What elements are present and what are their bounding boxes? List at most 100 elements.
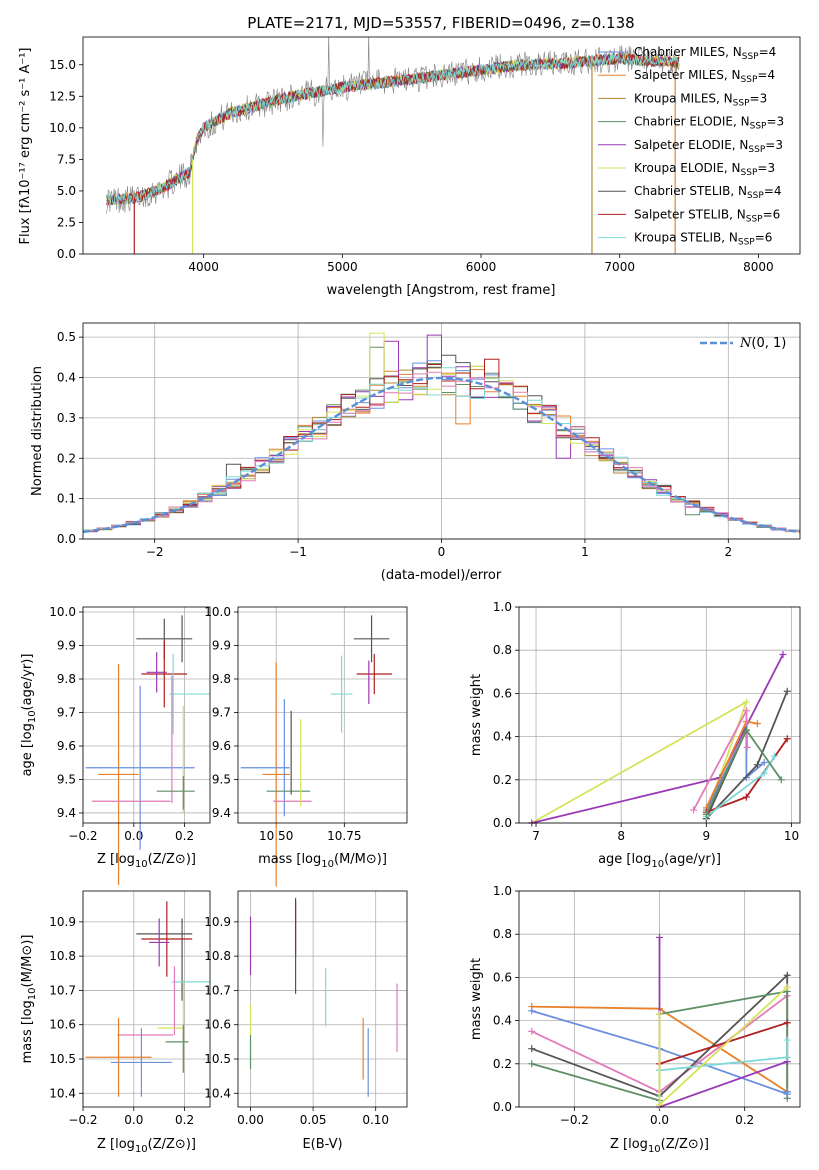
- x-axis-label-tail: (Z/Z⊙)]: [661, 1137, 709, 1152]
- errorbar-point: [146, 652, 167, 693]
- y-tick-label: 9.4: [212, 806, 231, 820]
- y-tick-label: 9.8: [57, 672, 76, 686]
- y-axis-label: mass weight: [469, 674, 484, 756]
- y-tick-label: 0.2: [493, 1057, 512, 1071]
- x-tick-label: −0.2: [68, 1113, 97, 1127]
- x-tick-label: 4000: [188, 260, 219, 274]
- mass_vs_Z-ticks: −0.2 0.0 0.2 10.4 10.5 10.6 10.7 10.8 10.9: [49, 915, 194, 1127]
- legend-label: Chabrier MILES, NSSP=4: [634, 45, 776, 62]
- y-tick-label: 0.2: [493, 773, 512, 787]
- weight-marker: [779, 651, 787, 659]
- errorbar-point: [353, 615, 390, 663]
- y-tick-label: 0.0: [57, 532, 76, 546]
- y-tick-label: 0.1: [57, 492, 76, 506]
- weight-marker: [783, 983, 791, 991]
- weight-marker: [742, 707, 750, 715]
- y-axis-label-sub: 10: [27, 987, 38, 1000]
- errorbar-point: [141, 640, 188, 708]
- legend-label-tail: =6: [755, 231, 773, 245]
- y-axis-label-tail: (age/yr)]: [20, 654, 35, 711]
- weight-marker: [783, 971, 791, 979]
- mass_vs_Z-points: [85, 901, 210, 1097]
- legend-label-main: Kroupa MILES, N: [634, 91, 733, 105]
- legend-label: Kroupa MILES, NSSP=3: [634, 91, 767, 108]
- y-tick-label: 10.7: [49, 983, 76, 997]
- y-tick-label: 0.6: [493, 970, 512, 984]
- x-tick-label: −2: [146, 545, 164, 559]
- x-axis-label-tail: (M/M⊙)]: [334, 852, 387, 867]
- legend-label-sub: SSP: [741, 75, 758, 85]
- legend-label-main: N: [739, 336, 752, 351]
- y-axis-label-main: mass [log: [20, 1000, 35, 1063]
- legend-label: Kroupa STELIB, NSSP=6: [634, 231, 772, 248]
- x-tick-label: 10.75: [327, 829, 361, 843]
- y-tick-label: 9.8: [212, 672, 231, 686]
- mass_vs_Z-panel: −0.2 0.0 0.2 10.4 10.5 10.6 10.7 10.8 10.9 Z [log…: [20, 890, 211, 1155]
- y-tick-label: 10.8: [204, 949, 231, 963]
- x-axis-label: E(B-V): [302, 1137, 342, 1152]
- legend-label-main: Chabrier ELODIE, N: [634, 115, 750, 129]
- mass_vs_Z-grid: [82, 891, 210, 1107]
- y-axis-label: age [log10(age/yr)]: [20, 654, 38, 777]
- x-tick-label: 9: [703, 829, 711, 843]
- y-tick-label: 10.5: [204, 1052, 231, 1066]
- spectrum-line-kroupa-stelib: [106, 53, 680, 206]
- x-tick-label: 0: [438, 545, 446, 559]
- weight-marker: [783, 735, 791, 743]
- x-axis-label: wavelength [Angstrom, rest frame]: [327, 283, 556, 298]
- x-tick-label: 8: [617, 829, 625, 843]
- weight_vs_age-grid: [519, 606, 800, 824]
- x-axis-label-main: mass [log: [258, 852, 321, 867]
- x-axis-label: Z [log10(Z/Z⊙)]: [610, 1137, 709, 1155]
- x-axis-label: Z [log10(Z/Z⊙)]: [97, 1137, 196, 1155]
- legend-label-tail: =3: [766, 115, 784, 129]
- x-axis-label: (data-model)/error: [381, 568, 502, 583]
- legend-label-sub: SSP: [747, 191, 764, 201]
- x-tick-label: 0.00: [237, 1113, 264, 1127]
- weight-line: [705, 729, 765, 811]
- x-tick-label: 0.05: [300, 1113, 327, 1127]
- weight-marker: [742, 698, 750, 706]
- x-axis-label-main: Z [log: [97, 852, 135, 867]
- histograms: [83, 332, 800, 534]
- y-tick-label: 10.0: [49, 121, 76, 135]
- y-tick-label: 9.9: [212, 639, 231, 653]
- y-tick-label: 10.7: [204, 983, 231, 997]
- y-tick-label: 5.0: [57, 184, 76, 198]
- x-axis-label-sub: 10: [648, 1144, 661, 1155]
- x-tick-label: 10: [784, 829, 799, 843]
- x-tick-label: 0.2: [175, 829, 194, 843]
- x-axis-label-main: Z [log: [97, 1137, 135, 1152]
- legend-label-tail: =3: [757, 161, 775, 175]
- age_vs_Z-points: [85, 615, 210, 885]
- weight-line: [531, 700, 749, 824]
- y-tick-label: 1.0: [493, 600, 512, 614]
- legend-label-main: Salpeter STELIB, N: [634, 207, 746, 221]
- y-tick-label: 12.5: [49, 89, 76, 103]
- y-axis-label: Normed distribution: [30, 366, 45, 496]
- spectrum-ticks: 4000 5000 6000 7000 8000 0.0 2.5 5.0 7.5 10.0 12.5…: [49, 58, 773, 274]
- legend-label-main: Kroupa STELIB, N: [634, 231, 738, 245]
- mass_vs_ebv-grid: [238, 891, 407, 1107]
- y-tick-label: 10.8: [49, 949, 76, 963]
- weight-line: [692, 707, 749, 811]
- legend-label-main: Kroupa ELODIE, N: [634, 161, 741, 175]
- y-tick-label: 0.8: [493, 643, 512, 657]
- legend-label-main: Salpeter ELODIE, N: [634, 138, 748, 152]
- weight-marker: [528, 1045, 536, 1053]
- age_vs_mass-frame: [237, 606, 408, 824]
- y-tick-label: 10.4: [204, 1086, 231, 1100]
- histogram-pink: [83, 371, 800, 534]
- legend-label: Salpeter STELIB, NSSP=6: [634, 207, 780, 224]
- weight-marker: [770, 752, 778, 760]
- weight-marker: [783, 1053, 791, 1061]
- x-tick-label: 5000: [327, 260, 358, 274]
- y-tick-label: 10.5: [49, 1052, 76, 1066]
- legend-label: N(0, 1): [739, 336, 786, 351]
- y-tick-label: 15.0: [49, 58, 76, 72]
- weight-marker: [742, 793, 750, 801]
- age_vs_mass-ticks: 10.50 10.759.49.59.69.79.89.910.0: [204, 605, 361, 843]
- errorbar-point: [330, 655, 353, 733]
- residuals-ticks: −2 −1 0 1 2 0.0 0.1 0.2 0.3 0.4 0.5: [57, 330, 732, 559]
- legend-label-sub: SSP: [741, 168, 758, 178]
